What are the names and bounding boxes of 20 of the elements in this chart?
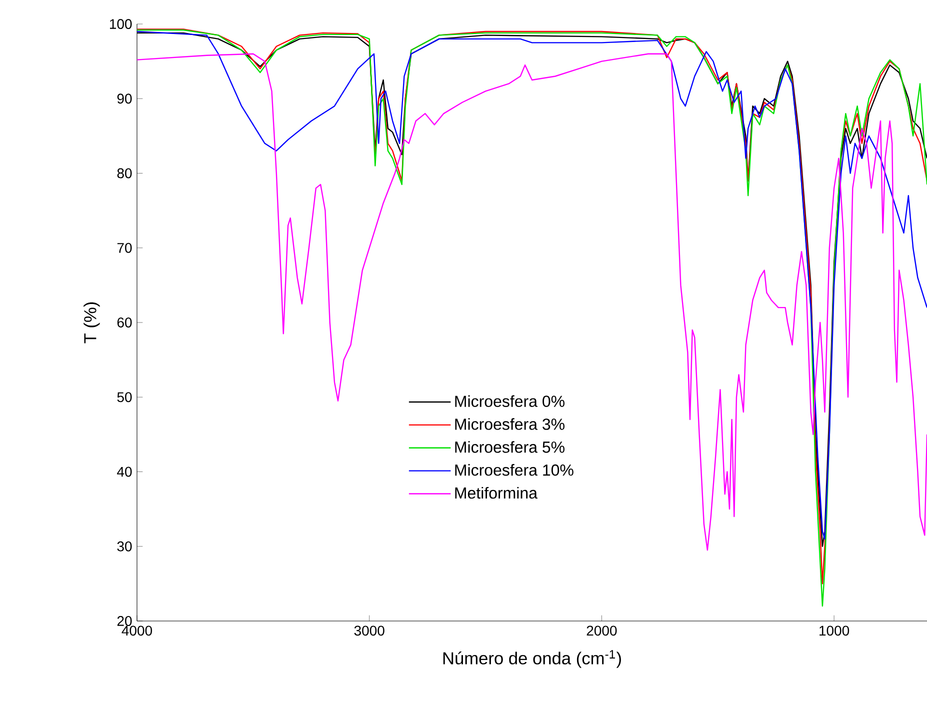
legend-label: Microesfera 3% <box>455 418 564 430</box>
x-tick-label: 2000 <box>586 626 617 636</box>
x-tick-label: 3000 <box>354 626 384 636</box>
x-tick-label: 4000 <box>122 626 152 636</box>
y-tick-label: 90 <box>117 94 132 104</box>
y-tick-label: 70 <box>117 242 132 253</box>
y-tick-label: 100 <box>110 19 132 29</box>
y-tick-label: 30 <box>117 541 132 552</box>
legend-label: Microesfera 5% <box>455 441 564 453</box>
x-axis-title: Número de onda (cm$^{-1}$) <box>443 650 621 668</box>
y-tick-label: 50 <box>117 392 132 402</box>
y-tick-label: 80 <box>117 168 132 178</box>
y-tick-label: 40 <box>117 466 132 477</box>
x-tick-label: 1000 <box>820 626 850 636</box>
y-axis-title: T (%) <box>84 302 100 344</box>
legend-label: Microesfera 10% <box>455 464 574 476</box>
y-tick-label: 60 <box>117 318 132 328</box>
y-tick-label: 20 <box>117 616 132 626</box>
legend-label: Microesfera 0% <box>455 395 564 407</box>
legend-label: Metiformina <box>455 486 538 499</box>
